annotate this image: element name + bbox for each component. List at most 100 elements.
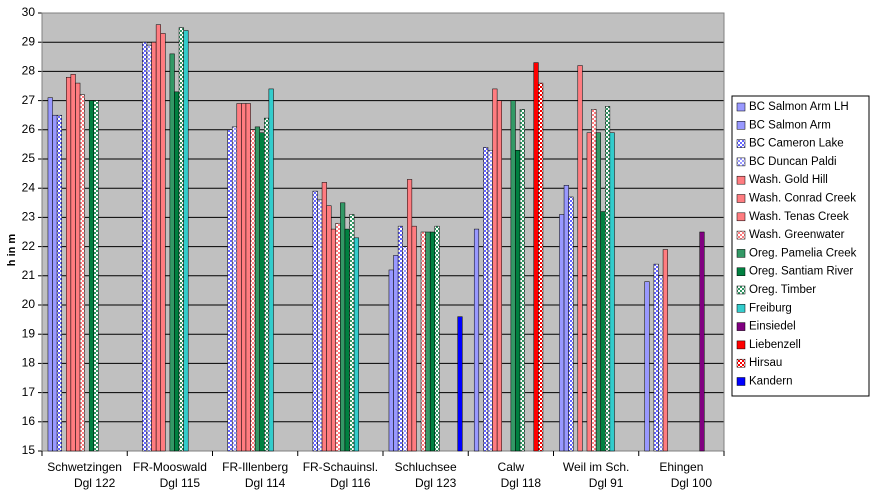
x-tick-sublabel: Dgl 114	[245, 476, 286, 490]
bar	[605, 106, 611, 452]
bar	[402, 246, 408, 452]
bar	[321, 182, 327, 452]
legend-swatch	[736, 230, 746, 240]
y-tick-label: 15	[22, 443, 36, 457]
legend-swatch	[736, 194, 746, 203]
legend-swatch	[736, 139, 746, 148]
bar	[88, 100, 95, 452]
bar	[568, 196, 574, 452]
legend-label: Einsiedel	[749, 321, 796, 333]
bar	[142, 41, 148, 452]
legend-label: BC Salmon Arm LH	[749, 101, 849, 113]
bar	[231, 126, 238, 452]
legend	[731, 95, 870, 397]
bar	[146, 44, 152, 452]
bar	[483, 147, 489, 452]
bar	[79, 94, 85, 452]
legend-swatch	[736, 175, 746, 185]
legend-swatch	[736, 157, 746, 167]
bar	[335, 222, 341, 452]
y-tick-label: 16	[22, 414, 36, 428]
legend-label: Wash. Conrad Creek	[749, 193, 856, 205]
bar	[407, 179, 413, 452]
bar	[245, 103, 251, 452]
x-tick-label: FR-Mooswald	[133, 460, 207, 474]
bar	[183, 30, 189, 452]
bar	[563, 185, 569, 452]
y-tick-label: 20	[22, 297, 36, 311]
bar	[155, 24, 161, 452]
bar	[56, 114, 62, 452]
bar	[595, 132, 601, 452]
y-tick-label: 18	[22, 356, 36, 370]
bar	[340, 202, 346, 452]
y-tick-label: 25	[22, 151, 36, 165]
legend-swatch	[736, 102, 746, 112]
bar	[644, 281, 650, 452]
bar	[174, 91, 180, 452]
x-tick-label: Ehingen	[659, 460, 703, 474]
bar	[487, 149, 493, 452]
legend-label: Oreg. Timber	[749, 284, 816, 296]
y-tick-label: 23	[22, 210, 36, 224]
bar	[411, 225, 417, 452]
legend-label: Wash. Gold Hill	[749, 174, 828, 186]
bar	[473, 228, 480, 452]
bar	[250, 129, 256, 452]
legend-swatch	[736, 285, 746, 295]
legend-label: Liebenzell	[749, 339, 801, 351]
legend-label: Oreg. Santiam River	[749, 266, 853, 278]
bar	[254, 126, 260, 452]
x-tick-label: Schluchsee	[395, 460, 457, 474]
bar	[600, 211, 606, 452]
bar	[93, 100, 99, 452]
bar	[457, 316, 463, 452]
y-tick-label: 21	[22, 268, 36, 282]
bar	[429, 231, 436, 452]
x-tick-sublabel: Dgl 118	[501, 476, 542, 490]
bar	[533, 62, 539, 452]
bar	[70, 74, 76, 452]
bar	[241, 103, 247, 452]
bar	[47, 97, 53, 452]
bar	[388, 269, 394, 452]
x-tick-sublabel: Dgl 122	[74, 476, 116, 490]
x-tick-label: FR-Illenberg	[222, 460, 288, 474]
bar	[264, 117, 270, 452]
legend-swatch	[736, 304, 746, 313]
bar	[75, 82, 81, 452]
y-tick-label: 29	[22, 34, 36, 48]
bar	[434, 225, 440, 452]
bar	[492, 88, 498, 452]
legend-label: Wash. Tenas Creek	[749, 211, 849, 223]
bar	[662, 249, 668, 452]
bar	[349, 214, 355, 452]
x-tick-sublabel: Dgl 100	[671, 476, 713, 490]
legend-label: Hirsau	[749, 357, 782, 369]
bar	[227, 129, 233, 452]
bar	[66, 76, 72, 452]
bar	[312, 190, 318, 452]
bar	[317, 199, 323, 452]
legend-swatch	[736, 121, 746, 130]
x-tick-label: Calw	[498, 460, 525, 474]
x-tick-sublabel: Dgl 116	[330, 476, 371, 490]
bar	[515, 149, 521, 452]
bar	[259, 132, 265, 452]
y-tick-label: 30	[22, 5, 36, 19]
legend-swatch	[736, 377, 746, 386]
bar	[397, 225, 403, 452]
y-tick-label: 22	[22, 239, 36, 253]
legend-label: BC Cameron Lake	[749, 138, 844, 150]
legend-swatch	[736, 358, 746, 368]
legend-swatch	[736, 212, 746, 222]
y-tick-label: 17	[22, 385, 36, 399]
bar	[393, 255, 399, 452]
bar	[52, 114, 58, 452]
bar	[330, 228, 337, 452]
legend-label: BC Salmon Arm	[749, 119, 831, 131]
y-tick-label: 24	[22, 180, 36, 194]
bar	[699, 231, 705, 452]
x-tick-label: Schwetzingen	[47, 460, 122, 474]
bar	[160, 33, 166, 452]
